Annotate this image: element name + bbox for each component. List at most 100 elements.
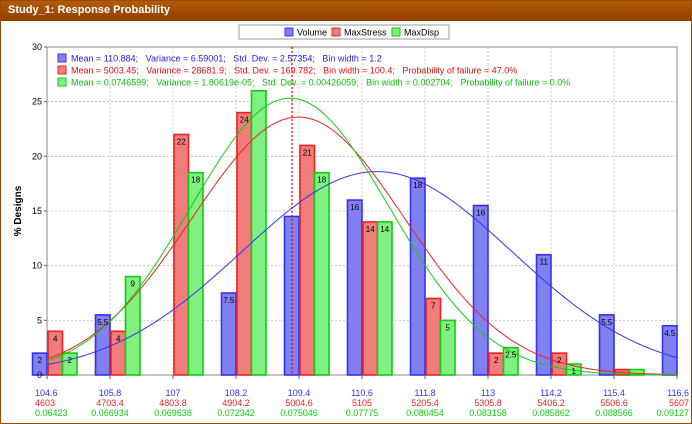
bar-label-maxstress: 24 [240,116,249,125]
stats-maxdisp: Mean = 0.0746599; Variance = 1.80619e-05… [71,78,570,88]
bar-label-maxstress: 2 [494,356,499,365]
bar-label-maxstress: 7 [431,301,436,310]
legend-label-volume: Volume [297,28,327,38]
fit-curve-volume [46,171,678,366]
x-tick-label-maxstress: 5105 [352,398,372,408]
bar-maxdisp [187,171,204,376]
x-tick-label-maxdisp: 0.066934 [91,408,129,418]
bar-label-volume: 16 [350,203,359,212]
bar-label-maxstress: 22 [177,137,186,146]
x-tick-label-maxdisp: 0.09127 [656,408,689,418]
x-tick-label-volume: 114.2 [540,388,562,398]
x-tick-label-maxdisp: 0.085862 [532,408,570,418]
histogram-bars [31,89,678,376]
bar-label-maxstress: 4 [116,334,121,343]
bar-label-volume: 4.5 [664,329,676,338]
x-tick-label-maxdisp: 0.075046 [280,408,318,418]
legend: Volume MaxStress MaxDisp [284,27,439,38]
bar-label-volume: 11 [540,258,549,267]
bar-label-maxstress: 21 [303,148,312,157]
bar-volume [472,204,489,376]
legend-swatch-volume [284,27,294,37]
bar-maxstress [173,133,190,376]
x-tick-label-volume: 105.8 [99,388,122,398]
fit-curve-maxstress [46,116,677,375]
x-tick-label-volume: 116.6 [667,388,689,398]
y-axis: 0 5 10 15 20 25 30 % Designs [13,42,47,380]
bar-maxstress [362,221,379,376]
x-tick-label-maxstress: 5506.6 [600,398,628,408]
y-tick-label: 30 [32,42,42,52]
stats-volume: Mean = 110.884; Variance = 6.59001; Std.… [71,54,382,64]
y-tick-label: 25 [32,97,42,107]
bar-label-maxstress: 2 [557,356,562,365]
x-tick-label-maxstress: 5607 [669,398,689,408]
fit-curves [46,97,678,376]
bar-label-maxdisp: 5 [446,323,451,332]
x-tick-label-maxdisp: 0.083158 [469,408,507,418]
x-tick-label-volume: 115.4 [603,388,625,398]
x-tick-label-maxstress: 5205.4 [411,398,439,408]
stats-swatch-maxstress [57,65,67,75]
x-tick-label-maxstress: 4703.4 [96,398,124,408]
legend-swatch-maxdisp [391,27,401,37]
bar-volume [346,199,363,376]
fit-curve-maxdisp [46,97,677,376]
bar-volume [409,177,426,376]
x-tick-label-maxdisp: 0.06423 [35,408,68,418]
y-tick-label: 20 [32,151,42,161]
x-tick-label-maxdisp: 0.072342 [217,408,255,418]
x-tick-label-volume: 111.8 [414,388,435,398]
window-title: Study_1: Response Probability [8,4,170,16]
bar-label-volume: 5.5 [97,318,109,327]
y-axis-label: % Designs [13,185,24,236]
bar-maxdisp [313,171,330,376]
bar-label-volume: 7.5 [223,296,235,305]
bar-label-maxdisp: 1 [572,367,577,376]
legend-label-maxstress: MaxStress [344,28,387,38]
bar-maxstress [299,144,316,376]
bar-label-maxdisp: 9 [131,280,136,289]
bar-label-volume: 18 [413,181,422,190]
x-tick-label-volume: 110.6 [351,388,373,398]
bar-maxdisp [376,221,393,376]
bar-maxdisp [439,319,456,376]
bar-label-volume: 16 [476,209,485,218]
x-tick-label-maxstress: 5406.2 [537,398,565,408]
x-tick-label-maxdisp: 0.080454 [406,408,444,418]
bar-label-maxdisp: 18 [191,176,200,185]
stats-swatch-maxdisp [57,77,67,87]
x-tick-label-volume: 113 [481,388,495,398]
window-title-bar: Study_1: Response Probability [1,1,691,21]
y-tick-label: 0 [37,370,42,380]
bar-volume [220,292,237,376]
x-tick-label-maxstress: 4904.2 [222,398,250,408]
bar-label-maxstress: 4 [53,334,58,343]
bar-label-maxdisp: 2.5 [505,351,517,360]
x-tick-label-volume: 107 [165,388,180,398]
x-tick-label-volume: 108.2 [225,388,248,398]
x-tick-label-maxstress: 4603 [35,398,55,408]
bar-label-maxstress: 14 [366,225,375,234]
bar-volume [31,352,48,376]
x-tick-label-maxdisp: 0.088566 [595,408,633,418]
bar-maxstress [236,111,253,376]
bar-label-maxdisp: 18 [317,176,326,185]
bar-label-maxdisp: 2 [68,356,73,365]
bar-maxdisp [250,89,267,376]
stats-maxstress: Mean = 5003.45; Variance = 28681.9; Std.… [71,66,517,76]
x-tick-label-volume: 109.4 [288,388,311,398]
y-tick-label: 5 [37,315,42,325]
legend-label-maxdisp: MaxDisp [404,28,439,38]
x-tick-label-maxstress: 4803.8 [159,398,187,408]
x-tick-label-volume: 104.6 [35,388,58,398]
bar-label-volume: 5.5 [601,318,613,327]
stats-swatch-volume [57,53,67,63]
bar-label-maxdisp: 14 [380,225,389,234]
y-tick-label: 15 [32,206,42,216]
bar-maxdisp [628,368,645,376]
x-tick-label-maxdisp: 0.07775 [346,408,379,418]
